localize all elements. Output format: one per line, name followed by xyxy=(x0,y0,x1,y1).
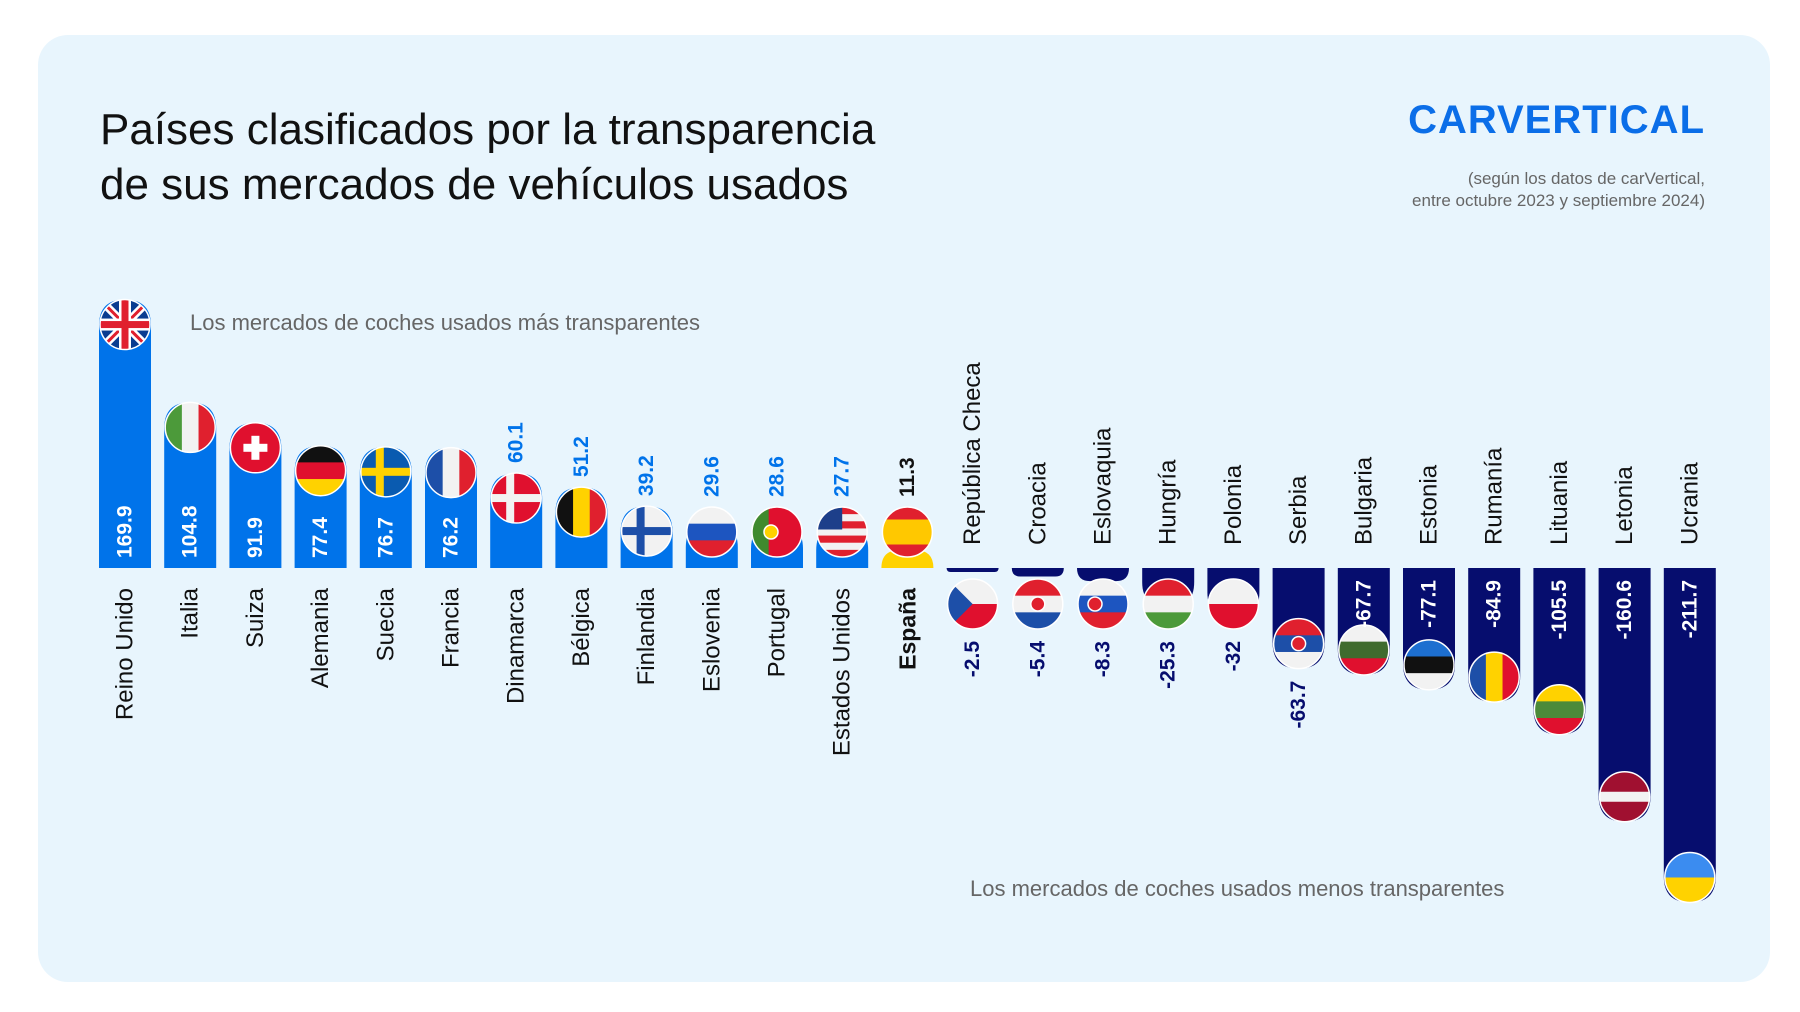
value-label: -5.4 xyxy=(1026,641,1049,678)
category-label: Italia xyxy=(177,587,204,638)
flag-slovakia-icon xyxy=(1077,578,1129,630)
value-label: -67.7 xyxy=(1352,580,1375,628)
flag-france-icon xyxy=(425,446,477,499)
flag-slovenia-icon xyxy=(686,506,738,558)
flag-uk-icon xyxy=(99,298,151,351)
flag-sweden-icon xyxy=(360,446,412,498)
category-label: Portugal xyxy=(764,588,791,677)
flag-finland-icon xyxy=(620,505,673,557)
flag-italy-icon xyxy=(164,401,216,454)
value-label: -211.7 xyxy=(1678,580,1701,638)
source-note: (según los datos de carVertical, entre o… xyxy=(1412,168,1705,212)
value-label: -63.7 xyxy=(1287,681,1310,729)
category-label: España xyxy=(894,588,920,670)
category-label: República Checa xyxy=(959,362,986,545)
bar xyxy=(1011,568,1064,577)
category-label: Estados Unidos xyxy=(829,588,856,756)
value-label: -2.5 xyxy=(961,641,984,678)
flag-croatia-icon xyxy=(1012,578,1064,630)
value-label: 11.3 xyxy=(896,457,919,497)
category-label: Bélgica xyxy=(568,587,595,666)
value-label: 27.7 xyxy=(831,456,854,497)
flag-belgium-icon xyxy=(555,486,608,538)
annotation-most-transparent: Los mercados de coches usados más transp… xyxy=(190,310,700,335)
value-label: 60.1 xyxy=(505,422,528,463)
value-label: 104.8 xyxy=(179,505,202,558)
category-label: Serbia xyxy=(1285,475,1312,545)
flag-germany-icon xyxy=(294,444,347,497)
category-label: Lituania xyxy=(1546,460,1573,545)
flag-portugal-icon xyxy=(751,506,803,558)
value-label: 91.9 xyxy=(244,517,267,558)
category-label: Rumanía xyxy=(1481,447,1508,545)
carvertical-logo: CARVERTICAL xyxy=(1408,98,1705,142)
value-label: 51.2 xyxy=(570,436,593,477)
category-label: Eslovaquia xyxy=(1090,427,1117,545)
flag-czechia-icon xyxy=(946,578,999,630)
value-label: -8.3 xyxy=(1092,641,1115,677)
value-label: 28.6 xyxy=(766,456,789,497)
flag-hungary-icon xyxy=(1142,578,1194,630)
value-label: -32 xyxy=(1222,641,1245,671)
bar xyxy=(946,568,999,572)
source-line-1: (según los datos de carVertical, xyxy=(1467,169,1705,188)
category-label: Ucrania xyxy=(1676,462,1703,545)
value-label: -84.9 xyxy=(1483,580,1506,628)
value-label: 39.2 xyxy=(635,455,658,496)
category-label: Letonia xyxy=(1611,466,1638,545)
title-line-1: Países clasificados por la transparencia xyxy=(100,105,876,154)
flag-poland-icon xyxy=(1207,578,1260,630)
category-label: Estonia xyxy=(1416,464,1443,545)
value-label: 76.2 xyxy=(440,517,463,558)
category-label: Finlandia xyxy=(633,587,660,685)
category-label: Alemania xyxy=(307,587,334,688)
flag-bulgaria-icon xyxy=(1338,624,1390,676)
source-line-2: entre octubre 2023 y septiembre 2024) xyxy=(1412,191,1705,210)
annotation-least-transparent: Los mercados de coches usados menos tran… xyxy=(970,876,1505,901)
value-label: -105.5 xyxy=(1548,580,1571,640)
flag-serbia-icon xyxy=(1272,617,1325,670)
bar xyxy=(99,299,151,568)
title-line-2: de sus mercados de vehículos usados xyxy=(100,160,849,209)
value-label: -77.1 xyxy=(1418,580,1441,628)
category-label: Dinamarca xyxy=(503,587,530,704)
flag-romania-icon xyxy=(1468,651,1520,703)
category-label: Croacia xyxy=(1024,462,1051,545)
category-label: Suiza xyxy=(242,587,269,648)
category-label: Polonia xyxy=(1220,464,1247,545)
value-label: 77.4 xyxy=(309,517,332,558)
value-label: -25.3 xyxy=(1157,641,1180,689)
bar xyxy=(1663,568,1716,903)
chart-title: Países clasificados por la transparencia… xyxy=(100,102,875,212)
flag-latvia-icon xyxy=(1598,770,1651,823)
category-label: Francia xyxy=(438,587,465,668)
value-label: -160.6 xyxy=(1613,580,1636,640)
value-label: 169.9 xyxy=(114,505,137,558)
flag-denmark-icon xyxy=(490,472,542,524)
category-label: Suecia xyxy=(372,587,399,661)
flag-ukraine-icon xyxy=(1664,851,1716,904)
category-label: Eslovenia xyxy=(698,587,725,692)
category-label: Bulgaria xyxy=(1350,456,1377,545)
flag-lithuania-icon xyxy=(1533,683,1586,736)
bar xyxy=(1598,568,1651,822)
flag-estonia-icon xyxy=(1403,639,1455,691)
category-label: Hungría xyxy=(1155,459,1182,545)
flag-spain-icon xyxy=(881,506,934,558)
bar xyxy=(881,550,934,568)
value-label: 29.6 xyxy=(700,456,723,497)
flag-switzerland-icon xyxy=(229,422,282,474)
bar xyxy=(1077,568,1129,582)
flag-usa-icon xyxy=(816,506,868,558)
category-label: Reino Unido xyxy=(112,588,139,720)
value-label: 76.7 xyxy=(374,517,397,558)
